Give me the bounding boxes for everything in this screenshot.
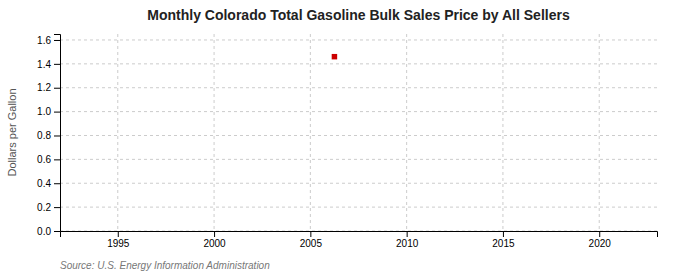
tick: 0.6 [37, 154, 60, 165]
grid-line [599, 34, 600, 231]
tick-label: 2010 [396, 238, 419, 249]
tick-label: 0.8 [37, 130, 51, 141]
tick-mark [54, 183, 60, 184]
tick: 0.8 [37, 130, 60, 141]
tick-mark [54, 231, 60, 232]
tick-label: 2000 [203, 238, 226, 249]
tick-mark [503, 231, 504, 237]
tick: 0.0 [37, 226, 60, 237]
tick: 2020 [589, 231, 612, 249]
tick: 1.2 [37, 82, 60, 93]
tick-mark [214, 231, 215, 237]
tick-mark [54, 159, 60, 160]
tick-label: 0.4 [37, 178, 51, 189]
tick-mark [407, 231, 408, 237]
tick: 1.0 [37, 106, 60, 117]
tick-label: 2005 [300, 238, 323, 249]
tick-mark [599, 231, 600, 237]
grid-line [60, 207, 657, 208]
tick-label: 1.0 [37, 106, 51, 117]
tick-label: 1.4 [37, 59, 51, 70]
tick: 0.2 [37, 202, 60, 213]
tick-label: 0.6 [37, 154, 51, 165]
grid-line [60, 183, 657, 184]
tick-mark [118, 231, 119, 237]
tick: 1.4 [37, 59, 60, 70]
tick-label: 1.6 [37, 35, 51, 46]
y-axis-title: Dollars per Gallon [6, 88, 18, 176]
tick-mark [54, 112, 60, 113]
tick: 2015 [492, 231, 515, 249]
tick-label: 1.2 [37, 82, 51, 93]
grid-line [310, 34, 311, 231]
title: Monthly Colorado Total Gasoline Bulk Sal… [147, 7, 570, 23]
tick: 2000 [203, 231, 226, 249]
plot: 1995 2000 2005 2010 2015 2020 0.0 0.2 0.4 0.6 0.8 1… [37, 34, 657, 249]
grid-line [60, 159, 657, 160]
grid-line [60, 111, 657, 112]
tick: 2005 [300, 231, 323, 249]
grid-line [117, 34, 118, 231]
tick-label: 0.0 [37, 226, 51, 237]
grid-line [60, 63, 657, 64]
y-axis: 0.0 0.2 0.4 0.6 0.8 1.0 1.2 1.4 1.6 [37, 35, 60, 237]
tick: 0.4 [37, 178, 60, 189]
tick: 1995 [107, 231, 130, 249]
grid [60, 34, 657, 231]
tick-label: 2015 [492, 238, 515, 249]
tick-mark [54, 40, 60, 41]
tick: 1.6 [37, 35, 60, 46]
x-axis: 1995 2000 2005 2010 2015 2020 [61, 231, 658, 249]
points [332, 54, 337, 59]
tick-mark [54, 64, 60, 65]
point [332, 54, 337, 59]
grid-line [60, 39, 657, 40]
chart: 1995 2000 2005 2010 2015 2020 0.0 0.2 0.4 0.6 0.8 1… [0, 0, 675, 275]
tick-mark [54, 88, 60, 89]
tick-label: 1995 [107, 238, 130, 249]
tick-label: 2020 [589, 238, 612, 249]
grid-line [502, 34, 503, 231]
grid-line [406, 34, 407, 231]
axis-line [54, 35, 61, 232]
tick-mark [54, 207, 60, 208]
tick: 2010 [396, 231, 419, 249]
grid-line [60, 135, 657, 136]
tick-mark [54, 135, 60, 136]
tick-mark [310, 231, 311, 237]
tick-label: 0.2 [37, 202, 51, 213]
grid-line [214, 34, 215, 231]
axis-line [61, 232, 658, 238]
grid-line [60, 87, 657, 88]
source-note: Source: U.S. Energy Information Administ… [60, 260, 270, 271]
